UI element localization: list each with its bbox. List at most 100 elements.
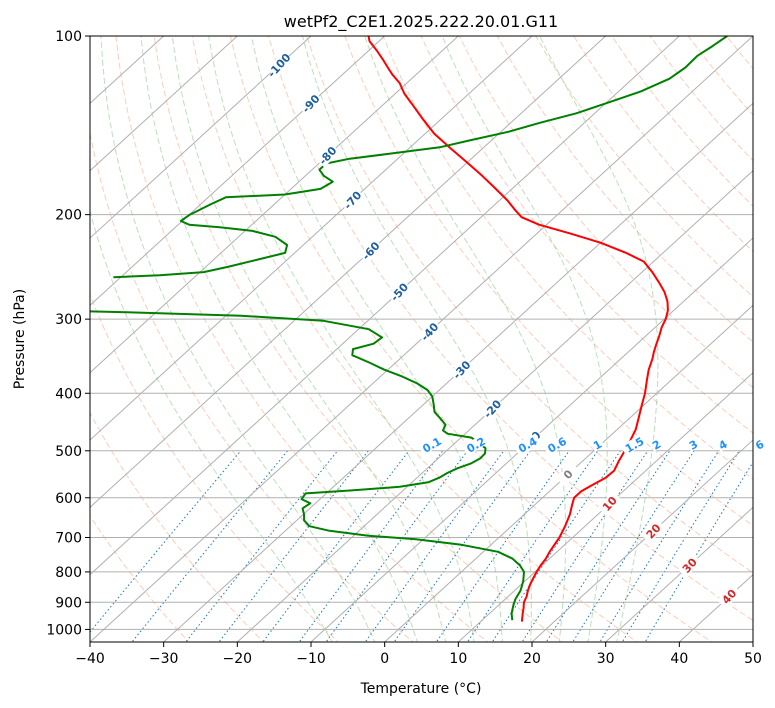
moist-adiabat	[208, 36, 475, 642]
y-tick-label: 300	[55, 312, 82, 328]
mixing-ratio-label-bg	[685, 436, 701, 452]
dry-adiabat	[90, 293, 339, 642]
dry-adiabat	[344, 36, 753, 527]
y-tick-label: 400	[55, 386, 82, 402]
mixing-ratio-label-bg	[715, 436, 731, 452]
temperature-label-bg	[417, 319, 442, 344]
moist-adiabat	[301, 36, 532, 642]
dry-adiabat	[765, 36, 775, 644]
dry-adiabat	[191, 36, 638, 642]
mixing-ratio-label-group: 6	[751, 436, 767, 453]
mixing-ratio-label-bg	[648, 436, 664, 452]
dry-adiabat	[153, 36, 564, 642]
mixing-ratio-label-bg	[462, 433, 490, 456]
temperature-label-bg	[597, 491, 622, 516]
dry-adiabat	[573, 36, 753, 253]
mixing-ratio-label-bg	[589, 436, 605, 452]
temperature-label-bg	[449, 357, 474, 382]
isotherm	[163, 102, 753, 642]
mixing-ratio-label-group: 1	[589, 436, 605, 453]
isotherm	[310, 237, 753, 642]
mixing-ratio-line	[491, 450, 621, 642]
mixing-ratio-line	[599, 450, 720, 642]
isotherm	[90, 36, 312, 239]
temperature-label-bg	[480, 396, 505, 422]
moist-adiabat	[90, 209, 333, 642]
isotherm	[752, 641, 753, 642]
mixing-ratio-line	[644, 461, 753, 642]
mixing-ratio-line	[298, 450, 444, 642]
mixing-ratio-label-group: 1.5	[620, 433, 648, 456]
temperature-label-bg	[267, 53, 291, 78]
mixing-ratio-label-bg	[620, 433, 648, 456]
mixing-ratio-line	[262, 450, 410, 642]
plot-frame	[89, 35, 754, 643]
y-tick-label: 900	[55, 595, 82, 611]
temperature-label-bg	[556, 462, 580, 487]
moist-adiabat	[140, 36, 418, 642]
dry-adiabat	[458, 36, 753, 389]
mixing-ratio-line	[90, 450, 242, 633]
x-tick-label: 20	[523, 651, 541, 667]
mixing-ratio-label-group: 0.1	[417, 433, 446, 456]
y-axis-label: Pressure (hPa)	[12, 289, 28, 389]
x-tick-label: −20	[223, 651, 253, 667]
line-labels: -100-90-80-70-60-50-40-30-20-10010203040…	[265, 51, 767, 609]
y-tick-label: 100	[55, 29, 82, 45]
isotherm	[90, 36, 680, 576]
y-tick-label: 1000	[46, 622, 82, 638]
axis-ticks: −40 −30 −20 −10 0 10 20 30 40 5010009008007006005…	[46, 29, 762, 667]
isotherm	[605, 506, 753, 642]
isotherm-grid	[90, 36, 753, 642]
temperature-label-bg	[340, 187, 365, 213]
dewpoint_upper-line	[113, 36, 728, 279]
dry-adiabat	[535, 36, 753, 298]
mixing-ratio-line	[435, 450, 570, 642]
x-tick-label: −10	[296, 651, 326, 667]
temperature-label-group: 0	[556, 462, 580, 487]
mixing-ratio-label-group: 2	[648, 436, 664, 453]
mixing-ratio-line	[572, 450, 695, 642]
y-tick-label: 200	[55, 208, 82, 224]
temperature-label-bg	[298, 91, 323, 116]
dry-adiabat	[496, 36, 753, 343]
moist-adiabat	[539, 36, 659, 642]
mixing-ratio-line	[521, 450, 649, 642]
mixing-ratio-label-bg	[751, 436, 767, 452]
mixing-ratio-line	[621, 450, 740, 642]
isotherm	[90, 36, 533, 441]
temperature-label-bg	[717, 584, 741, 609]
y-tick-label: 600	[55, 491, 82, 507]
mixing-ratio-label-bg	[417, 433, 446, 456]
temperature-label-bg	[315, 143, 340, 168]
dry-adiabat	[420, 36, 753, 434]
y-tick-label: 700	[55, 531, 82, 547]
isotherm	[531, 439, 753, 642]
x-tick-label: 0	[380, 651, 389, 667]
moist-adiabat	[441, 36, 608, 642]
moist-adiabat	[364, 36, 567, 642]
temperature-label-bg	[677, 553, 702, 578]
isotherm	[384, 304, 753, 642]
temperature-line	[367, 36, 669, 622]
dry-adiabat	[649, 36, 753, 162]
mixing-ratio-label-group: 4	[715, 436, 731, 453]
moist-adiabat	[250, 36, 503, 642]
dry-adiabat	[382, 36, 753, 480]
dewpoint-line	[90, 310, 525, 621]
x-tick-label: 10	[449, 651, 467, 667]
isotherm	[457, 371, 753, 642]
temperature-label-bg	[358, 238, 383, 263]
dry-adiabat	[90, 130, 414, 642]
x-tick-label: 30	[597, 651, 615, 667]
isotherm	[90, 36, 238, 172]
temperature-label-bg	[641, 519, 666, 544]
mixing-ratio-label-bg	[543, 433, 571, 456]
mixing-ratio-line	[393, 450, 531, 642]
isotherm	[90, 36, 459, 374]
mixing-ratio-label-group: 3	[685, 436, 701, 453]
mixing-ratio-line	[185, 450, 338, 642]
dry-adiabat	[306, 36, 753, 574]
profile-lines	[90, 36, 728, 622]
